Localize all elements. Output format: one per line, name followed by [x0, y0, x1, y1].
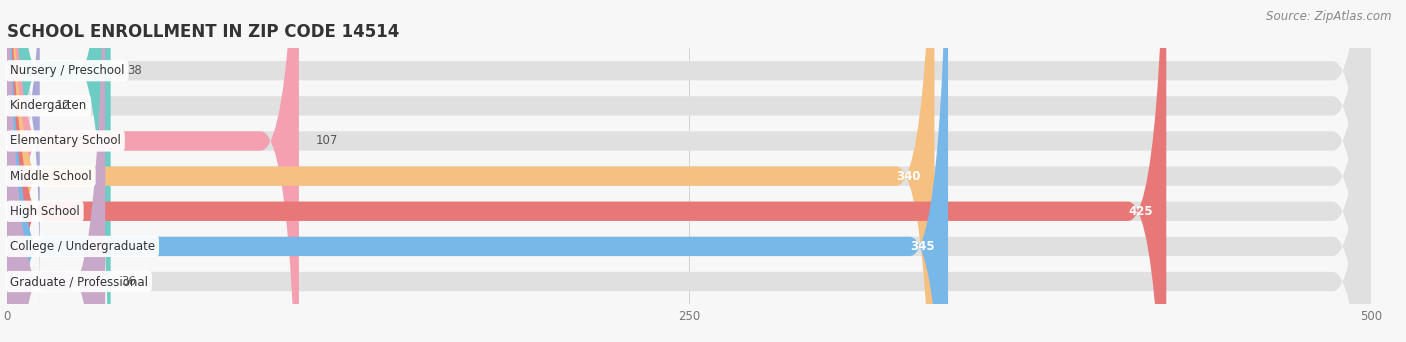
- Text: 340: 340: [896, 170, 921, 183]
- Text: College / Undergraduate: College / Undergraduate: [10, 240, 155, 253]
- FancyBboxPatch shape: [7, 0, 299, 342]
- FancyBboxPatch shape: [7, 0, 1371, 342]
- FancyBboxPatch shape: [7, 0, 948, 342]
- Text: 107: 107: [315, 134, 337, 147]
- Text: 12: 12: [56, 100, 72, 113]
- Text: 36: 36: [121, 275, 136, 288]
- FancyBboxPatch shape: [7, 0, 1371, 342]
- FancyBboxPatch shape: [7, 0, 1371, 342]
- Text: Nursery / Preschool: Nursery / Preschool: [10, 64, 124, 77]
- Text: Source: ZipAtlas.com: Source: ZipAtlas.com: [1267, 10, 1392, 23]
- FancyBboxPatch shape: [7, 0, 1371, 342]
- FancyBboxPatch shape: [7, 0, 935, 342]
- Text: High School: High School: [10, 205, 80, 218]
- Text: Kindergarten: Kindergarten: [10, 100, 87, 113]
- Text: Middle School: Middle School: [10, 170, 91, 183]
- FancyBboxPatch shape: [7, 0, 1371, 342]
- FancyBboxPatch shape: [7, 0, 111, 342]
- FancyBboxPatch shape: [7, 0, 39, 307]
- FancyBboxPatch shape: [7, 0, 1167, 342]
- Text: Graduate / Professional: Graduate / Professional: [10, 275, 148, 288]
- Text: 425: 425: [1128, 205, 1153, 218]
- Text: 38: 38: [127, 64, 142, 77]
- Text: SCHOOL ENROLLMENT IN ZIP CODE 14514: SCHOOL ENROLLMENT IN ZIP CODE 14514: [7, 23, 399, 41]
- FancyBboxPatch shape: [7, 0, 105, 342]
- FancyBboxPatch shape: [7, 0, 1371, 342]
- Text: 345: 345: [910, 240, 935, 253]
- FancyBboxPatch shape: [7, 0, 1371, 342]
- Text: Elementary School: Elementary School: [10, 134, 121, 147]
